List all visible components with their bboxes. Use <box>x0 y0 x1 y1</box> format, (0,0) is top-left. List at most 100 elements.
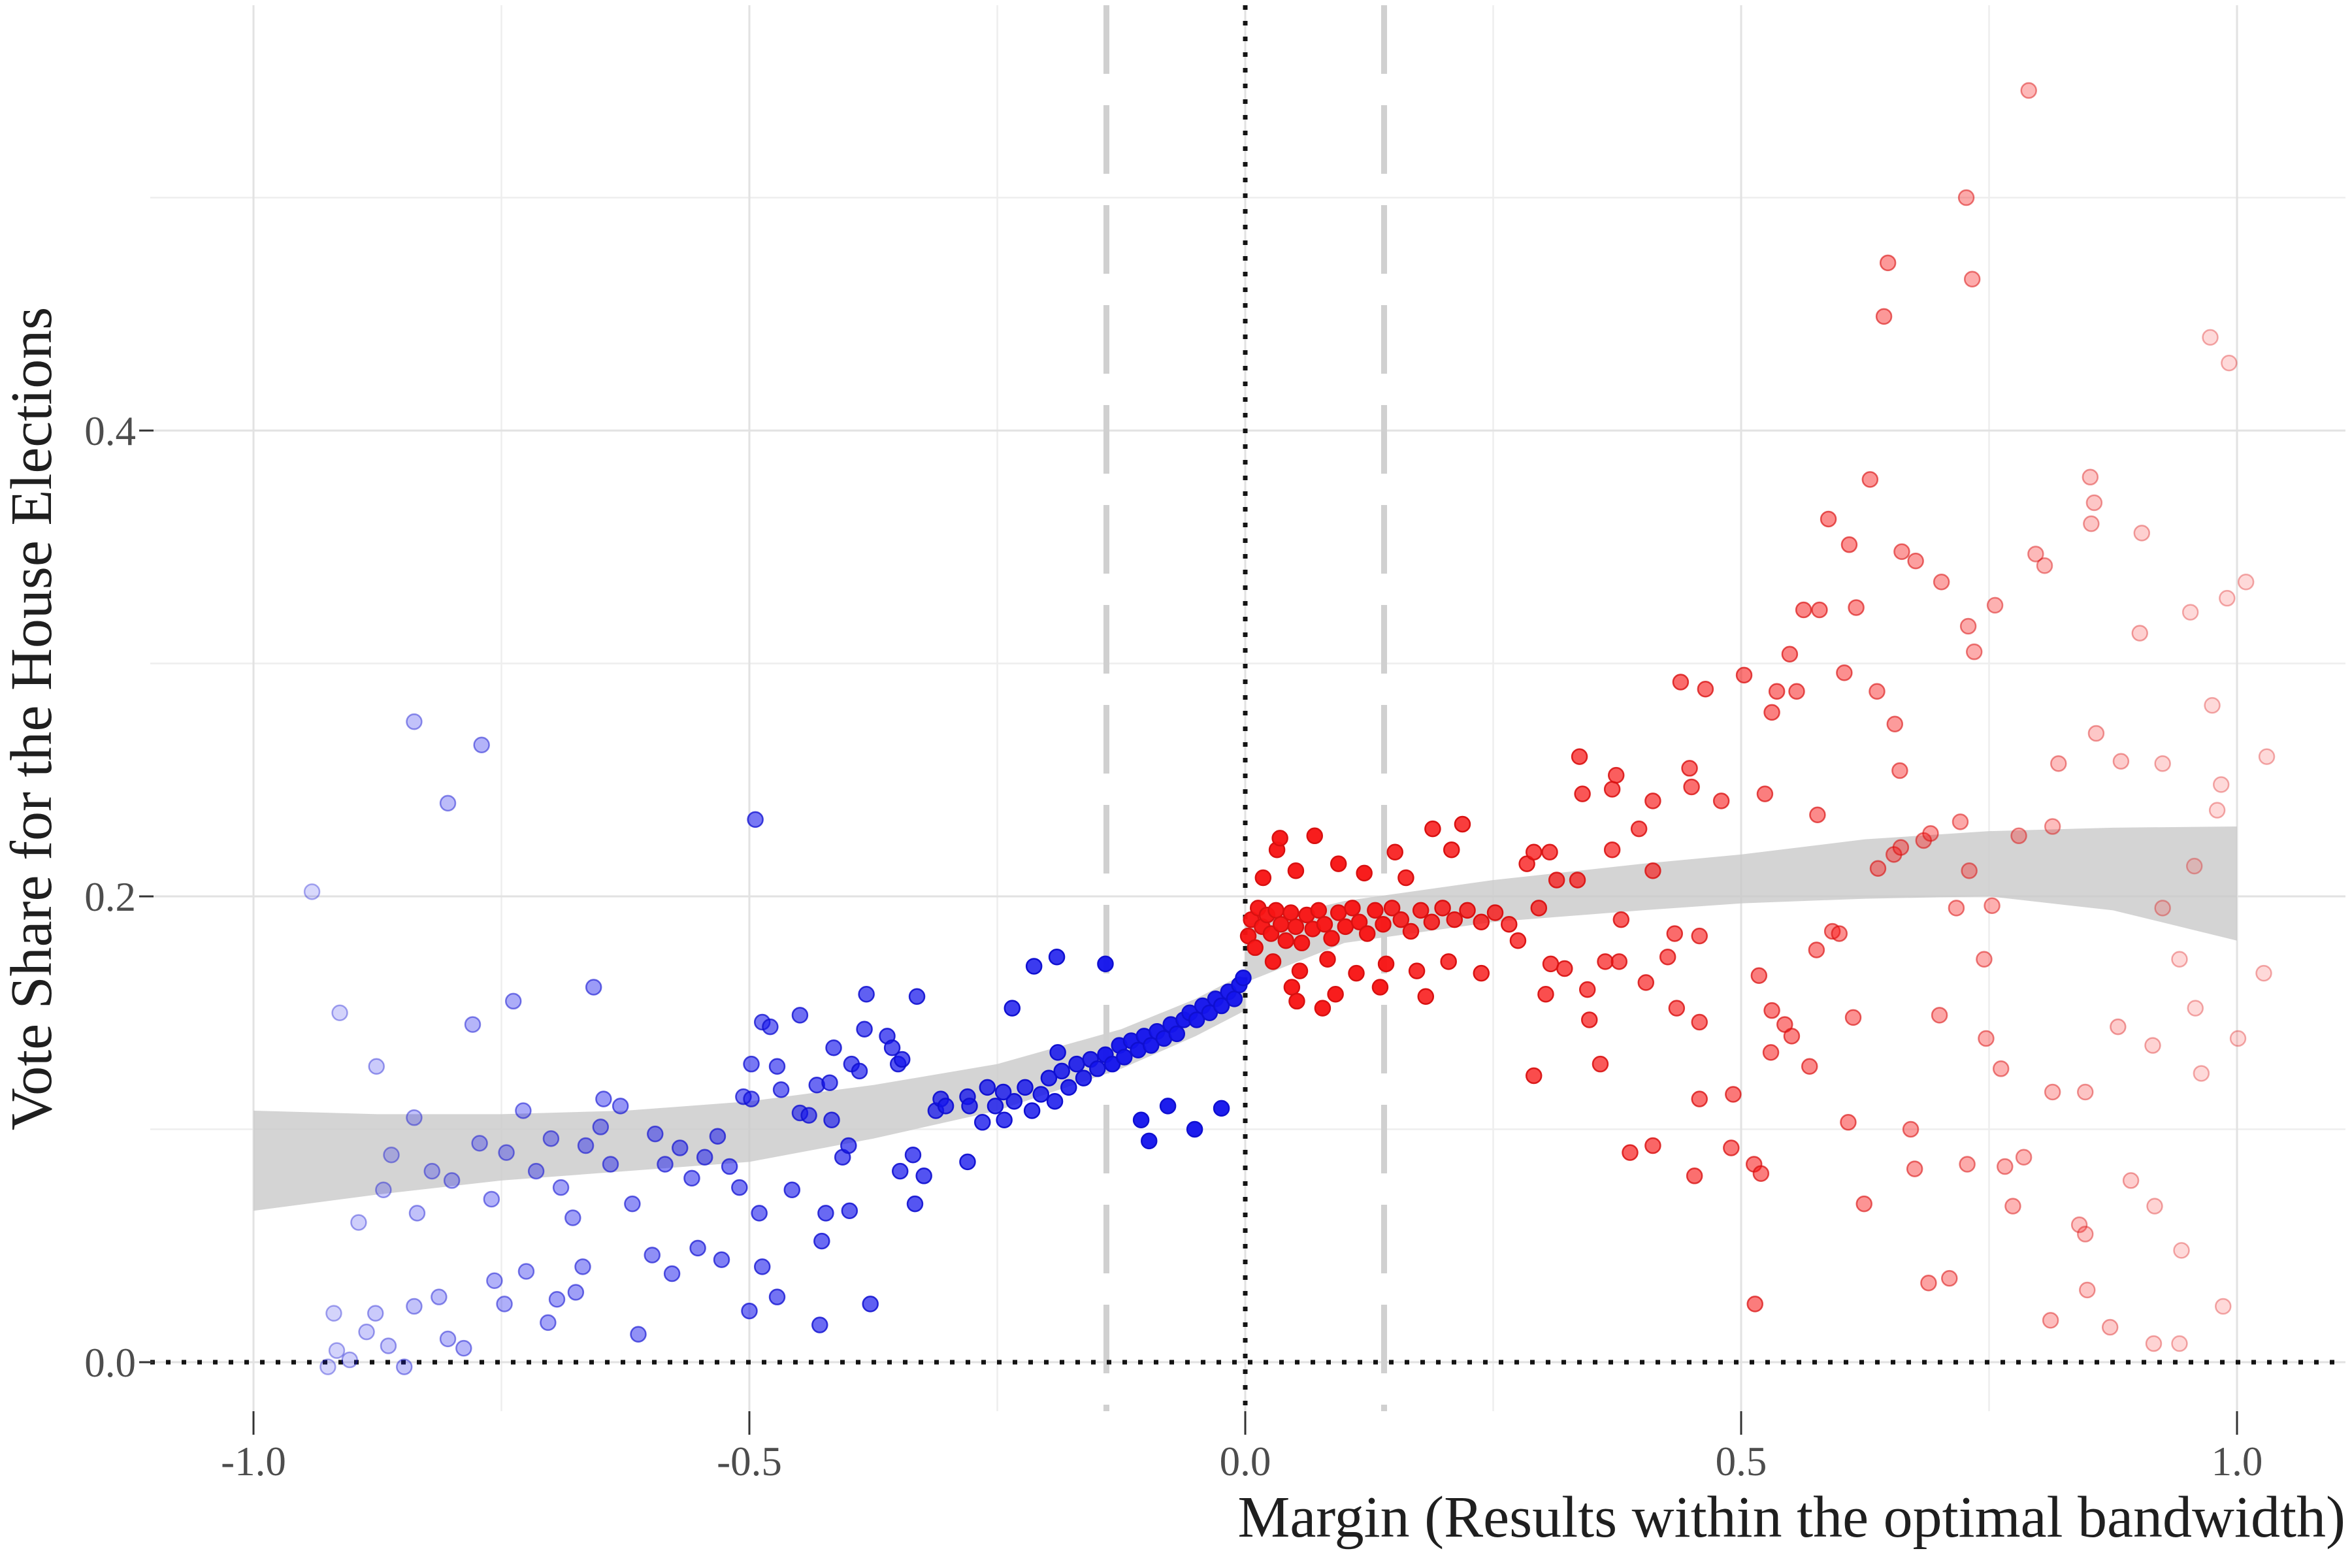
data-point-red <box>1254 869 1272 887</box>
data-point-red <box>1756 785 1774 802</box>
data-point-blue <box>602 1156 619 1173</box>
data-point-red <box>1556 960 1573 977</box>
data-point-blue <box>486 1272 503 1289</box>
x-tick-label: -0.5 <box>717 1439 782 1484</box>
data-point-red <box>2181 604 2199 621</box>
data-point-blue <box>1143 1037 1160 1054</box>
data-point-blue <box>904 1146 922 1164</box>
data-point-red <box>2173 1242 2190 1259</box>
data-point-red <box>1386 843 1403 861</box>
data-point-blue <box>979 1079 996 1096</box>
data-point-blue <box>540 1314 557 1331</box>
data-point-blue <box>696 1149 713 1166</box>
data-point-blue <box>657 1156 674 1173</box>
data-point-red <box>1293 934 1311 952</box>
y-tick-label: 0.2 <box>84 874 136 920</box>
data-point-blue <box>823 1111 840 1128</box>
data-point-red <box>1597 953 1614 970</box>
data-point-red <box>1548 872 1565 889</box>
data-point-red <box>1610 953 1628 970</box>
data-point-blue <box>841 1202 858 1220</box>
data-point-blue <box>741 1302 758 1320</box>
data-point-red <box>1509 932 1527 949</box>
data-point-red <box>1879 254 1897 272</box>
data-point-red <box>1746 1296 1764 1313</box>
data-point-red <box>1735 666 1753 684</box>
data-point-red <box>2154 900 2171 917</box>
data-point-blue <box>439 1330 457 1348</box>
data-point-red <box>1542 955 1560 973</box>
data-point-blue <box>709 1128 727 1145</box>
data-point-red <box>1768 683 1786 700</box>
data-point-blue <box>542 1130 560 1147</box>
data-point-red <box>2087 725 2105 742</box>
data-point-red <box>2144 1037 2161 1054</box>
data-point-blue <box>368 1058 385 1075</box>
data-point-red <box>1271 830 1288 847</box>
data-point-red <box>2044 818 2061 835</box>
data-point-blue <box>1049 1044 1066 1061</box>
data-point-blue <box>959 1153 976 1171</box>
data-point-red <box>1978 1030 1995 1047</box>
data-point-red <box>1402 923 1420 940</box>
data-point-red <box>2027 546 2044 563</box>
data-point-blue <box>1186 1120 1203 1138</box>
data-point-red <box>1592 1055 1609 1073</box>
data-point-blue <box>319 1358 336 1375</box>
data-point-blue <box>1046 1092 1064 1110</box>
data-point-blue <box>1159 1098 1177 1115</box>
data-point-red <box>1666 925 1684 942</box>
data-point-blue <box>994 1083 1012 1101</box>
data-point-red <box>1959 1156 1976 1173</box>
data-point-red <box>2101 1318 2119 1336</box>
data-point-red <box>1697 680 1714 698</box>
data-point-red <box>1750 967 1768 984</box>
reference-lines <box>150 5 2345 1411</box>
data-point-red <box>1350 913 1368 930</box>
data-point-blue <box>1025 958 1043 975</box>
data-point-red <box>1848 599 1865 616</box>
data-point-blue <box>375 1181 392 1198</box>
data-point-blue <box>408 1205 426 1222</box>
data-point-red <box>1541 843 1558 861</box>
data-point-blue <box>996 1111 1013 1128</box>
data-point-red <box>1781 645 1799 662</box>
data-point-red <box>1344 900 1361 917</box>
data-point-red <box>2076 1083 2094 1101</box>
data-point-red <box>1356 864 1373 882</box>
data-point-red <box>1264 953 1282 970</box>
data-point-red <box>1603 781 1621 798</box>
x-tick-label: 1.0 <box>2212 1439 2263 1484</box>
data-point-blue <box>743 1090 760 1107</box>
data-point-red <box>1288 992 1305 1010</box>
data-point-blue <box>567 1284 585 1301</box>
data-point-red <box>1875 308 1893 325</box>
data-point-red <box>1443 841 1460 858</box>
data-point-blue <box>858 985 875 1003</box>
data-point-red <box>1434 900 1451 917</box>
data-point-blue <box>1005 1092 1023 1110</box>
data-point-red <box>1957 189 1975 206</box>
data-point-blue <box>1213 1100 1230 1117</box>
data-point-blue <box>1048 948 1066 966</box>
data-point-blue <box>1023 1102 1041 1119</box>
data-point-red <box>2212 776 2230 793</box>
data-point-blue <box>548 1290 566 1308</box>
data-point-red <box>1323 930 1340 947</box>
data-point-red <box>1408 962 1426 979</box>
data-point-red <box>2010 827 2027 845</box>
data-point-red <box>1316 916 1333 933</box>
data-point-blue <box>496 1296 513 1313</box>
data-point-blue <box>1068 1055 1085 1073</box>
data-point-blue <box>431 1288 448 1305</box>
data-point-red <box>1869 683 1886 700</box>
data-point-blue <box>406 713 423 730</box>
data-point-red <box>1247 939 1264 956</box>
data-point-red <box>1811 601 1828 619</box>
data-point-blue <box>891 1162 909 1180</box>
data-point-blue <box>515 1102 532 1119</box>
data-point-red <box>1537 985 1554 1003</box>
data-point-red <box>2146 1198 2163 1215</box>
data-point-red <box>1788 683 1805 700</box>
